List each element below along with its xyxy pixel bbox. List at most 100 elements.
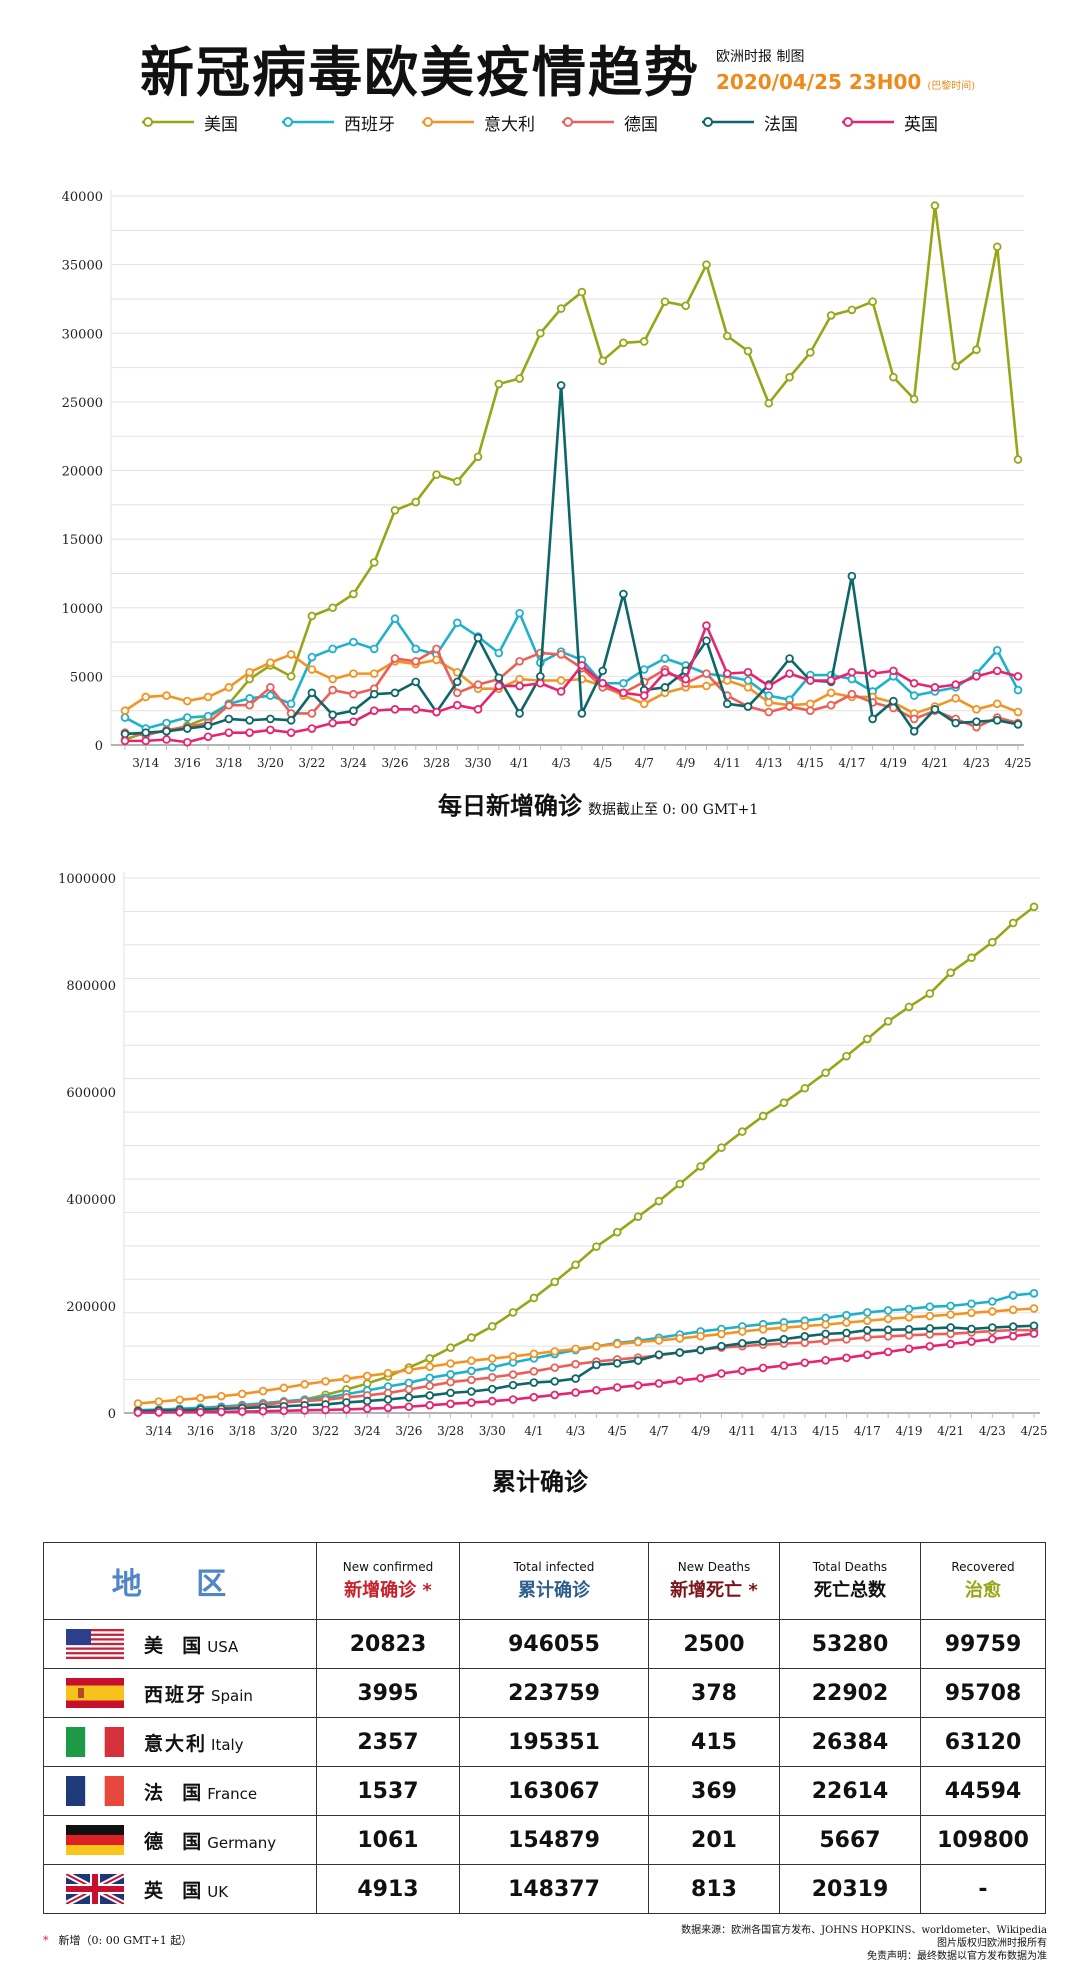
daily-line-usa xyxy=(124,204,1020,741)
daily-point-italy xyxy=(1013,707,1023,717)
daily-point-uk xyxy=(286,728,296,737)
cumulative-x-tick: 3/16 xyxy=(187,1424,214,1438)
cumulative-point-france xyxy=(758,1337,768,1346)
daily-y-tick: 35000 xyxy=(62,259,103,274)
cumulative-point-italy xyxy=(342,1374,351,1384)
cumulative-point-italy xyxy=(425,1362,435,1372)
cumulative-point-france xyxy=(863,1325,872,1335)
cumulative-point-uk xyxy=(321,1405,330,1415)
cumulative-point-germany xyxy=(550,1363,560,1372)
cumulative-point-france xyxy=(1008,1322,1018,1331)
daily-point-spain xyxy=(162,718,171,728)
daily-point-italy xyxy=(328,674,337,684)
cumulative-point-italy xyxy=(863,1316,872,1326)
new-deaths-cell: 378 xyxy=(648,1668,780,1718)
publisher-credit: 欧洲时报 制图 xyxy=(716,49,805,65)
daily-point-usa xyxy=(868,297,877,306)
cumulative-point-italy xyxy=(696,1331,705,1341)
copyright-note: 图片版权归欧洲时报所有 xyxy=(937,1938,1047,1949)
cumulative-point-uk xyxy=(633,1381,643,1390)
cumulative-point-uk xyxy=(196,1407,205,1417)
daily-point-uk xyxy=(183,737,192,747)
daily-point-italy xyxy=(224,683,234,692)
new-confirmed-cell: 20823 xyxy=(316,1619,460,1669)
legend-swatch-italy xyxy=(422,117,474,127)
cumulative-point-spain xyxy=(904,1304,914,1314)
legend-swatch-germany xyxy=(562,117,614,127)
daily-point-usa xyxy=(598,356,607,366)
legend-label-germany: 德国 xyxy=(624,115,658,135)
cumulative-point-france xyxy=(612,1359,622,1368)
country-name: 德 国 Germany xyxy=(144,1831,277,1853)
region-header: 地 区 xyxy=(43,1542,317,1620)
cumulative-point-italy xyxy=(925,1311,935,1321)
daily-point-france xyxy=(328,710,337,720)
daily-point-usa xyxy=(369,558,379,567)
new-deaths-cell: 813 xyxy=(648,1864,780,1914)
cumulative-point-france xyxy=(342,1398,351,1407)
country-name: 美 国 USA xyxy=(144,1635,239,1657)
daily-point-spain xyxy=(639,665,649,674)
cumulative-point-germany xyxy=(404,1385,414,1394)
daily-x-tick: 3/20 xyxy=(257,756,284,770)
daily-point-germany xyxy=(349,689,358,699)
cumulative-point-france xyxy=(467,1387,476,1396)
daily-point-italy xyxy=(203,692,213,702)
daily-point-germany xyxy=(847,689,857,699)
cumulative-point-uk xyxy=(383,1403,393,1413)
cumulative-point-italy xyxy=(175,1395,184,1405)
daily-x-tick: 3/28 xyxy=(423,756,450,770)
new-deaths-header: New Deaths 新增死亡 * xyxy=(648,1542,780,1620)
cumulative-x-tick: 3/28 xyxy=(437,1424,464,1438)
footnote: * 新增（0: 00 GMT+1 起） xyxy=(43,1934,193,1947)
daily-point-germany xyxy=(473,680,483,689)
cumulative-point-germany xyxy=(571,1359,580,1369)
cumulative-point-france xyxy=(988,1323,997,1332)
cumulative-point-usa xyxy=(863,1034,872,1044)
cumulative-point-france xyxy=(1029,1321,1039,1331)
recovered-cell: 95708 xyxy=(920,1668,1046,1718)
cumulative-y-tick: 600000 xyxy=(66,1086,116,1101)
cumulative-point-uk xyxy=(821,1356,830,1365)
daily-series-germany xyxy=(120,644,1023,740)
total-infected-cell: 148377 xyxy=(459,1864,649,1914)
daily-point-spain xyxy=(266,691,275,700)
daily-point-france xyxy=(390,688,400,698)
cumulative-point-italy xyxy=(800,1321,810,1331)
cumulative-point-italy xyxy=(946,1310,955,1319)
daily-point-uk xyxy=(598,678,607,688)
daily-point-france xyxy=(930,705,940,714)
cumulative-point-usa xyxy=(925,989,935,998)
cumulative-point-italy xyxy=(612,1339,622,1349)
cumulative-point-italy xyxy=(988,1307,997,1316)
cumulative-point-italy xyxy=(842,1318,851,1327)
new-deaths-cell: 2500 xyxy=(648,1619,780,1669)
cumulative-point-italy xyxy=(467,1356,476,1366)
cumulative-x-tick: 4/3 xyxy=(566,1424,585,1438)
daily-point-uk xyxy=(536,678,545,688)
daily-x-tick: 3/30 xyxy=(465,756,492,770)
cumulative-point-germany xyxy=(487,1372,497,1382)
daily-point-usa xyxy=(515,374,524,383)
cumulative-x-tick: 4/5 xyxy=(608,1424,627,1438)
daily-point-france xyxy=(411,677,421,687)
daily-x-tick: 4/9 xyxy=(676,756,695,770)
cumulative-point-italy xyxy=(967,1308,976,1318)
daily-point-france xyxy=(349,706,358,715)
daily-point-usa xyxy=(536,328,545,338)
daily-point-usa xyxy=(743,346,753,356)
daily-point-spain xyxy=(1013,685,1023,695)
table-row: 英 国 UK 4913 148377 813 20319- xyxy=(43,1864,1046,1914)
cumulative-point-france xyxy=(842,1328,851,1338)
daily-point-spain xyxy=(619,678,628,688)
cumulative-point-germany xyxy=(467,1375,476,1385)
daily-point-italy xyxy=(245,667,254,677)
cumulative-point-italy xyxy=(154,1397,164,1406)
daily-line-germany xyxy=(124,647,1019,737)
daily-point-italy xyxy=(515,674,524,684)
daily-point-uk xyxy=(806,676,815,685)
cumulative-point-italy xyxy=(633,1337,643,1347)
table-row: 德 国 Germany 1061 154879 201 5667 109800 xyxy=(43,1815,1046,1865)
cumulative-point-uk xyxy=(717,1369,726,1378)
daily-point-uk xyxy=(432,707,441,717)
